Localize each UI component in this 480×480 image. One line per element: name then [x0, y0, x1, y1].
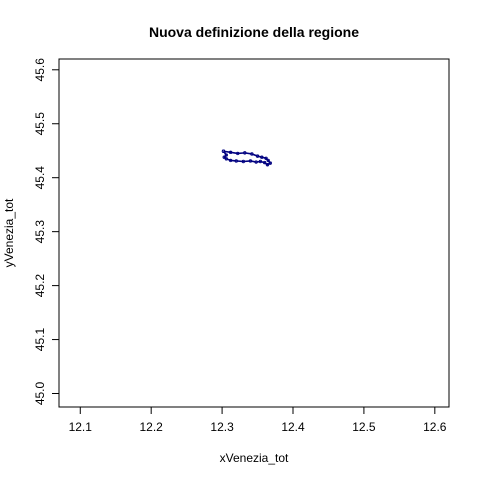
- y-tick-label: 45.3: [33, 220, 47, 244]
- x-tick-label: 12.5: [352, 420, 376, 434]
- region-outline-point: [241, 159, 246, 164]
- region-outline-point: [265, 163, 270, 167]
- region-outline-point: [264, 156, 268, 160]
- region-outline-point: [268, 161, 273, 165]
- x-tick-label: 12.2: [140, 420, 164, 434]
- region-outline-point: [262, 160, 267, 165]
- region-outline-point: [228, 150, 233, 155]
- x-tick-label: 12.6: [423, 420, 447, 434]
- region-outline-line: [222, 150, 272, 166]
- x-axis: 12.1 12.2 12.3 12.4 12.5 12.6: [69, 407, 447, 434]
- y-tick-label: 45.2: [33, 274, 47, 298]
- chart-title: Nuova definizione della regione: [149, 24, 359, 40]
- region-outline-point: [224, 153, 229, 157]
- x-tick-label: 12.4: [281, 420, 305, 434]
- region-outline-point: [222, 155, 226, 159]
- region-outline-point: [250, 152, 254, 156]
- region-outline-point: [228, 158, 233, 163]
- region-outline-point: [260, 155, 264, 159]
- plot-area: [221, 149, 273, 167]
- region-outline-point: [248, 159, 253, 163]
- y-tick-label: 45.5: [33, 112, 47, 136]
- x-tick-label: 12.1: [69, 420, 93, 434]
- region-outline-point: [234, 159, 238, 163]
- region-outline-point: [254, 160, 258, 164]
- region-outline-point: [258, 159, 263, 164]
- region-outline-point: [235, 151, 240, 156]
- region-outline-point: [221, 149, 226, 153]
- region-outline-point: [243, 151, 247, 155]
- y-tick-label: 45.4: [33, 166, 47, 190]
- y-tick-label: 45.1: [33, 328, 47, 352]
- y-axis: 45.0 45.1 45.2 45.3 45.4 45.5 45.6: [33, 58, 59, 405]
- x-axis-label: xVenezia_tot: [220, 451, 289, 465]
- y-axis-label: yVenezia_tot: [2, 198, 16, 267]
- x-tick-label: 12.3: [210, 420, 234, 434]
- plot-frame: [58, 58, 450, 408]
- y-tick-label: 45.6: [33, 58, 47, 82]
- region-outline-point: [266, 158, 270, 163]
- y-tick-label: 45.0: [33, 382, 47, 406]
- region-outline-point: [255, 154, 260, 158]
- region-outline-point: [224, 157, 229, 161]
